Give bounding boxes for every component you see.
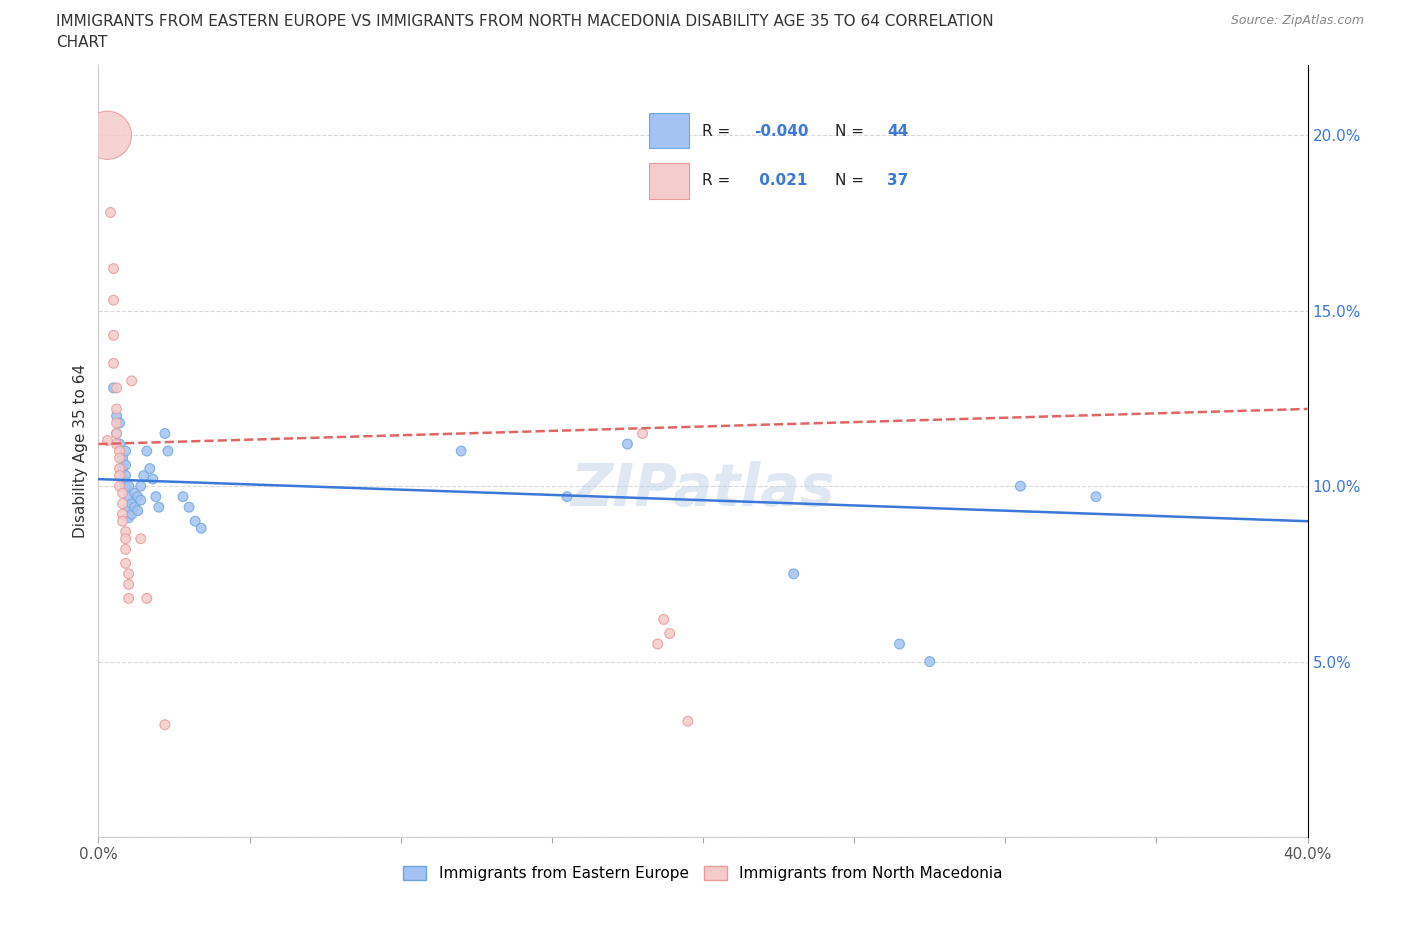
Point [103, 356, 125, 371]
Point [105, 416, 128, 431]
Point [114, 468, 136, 483]
Point [111, 461, 134, 476]
Point [103, 261, 125, 276]
Point [1010, 479, 1032, 494]
Point [118, 577, 141, 591]
Point [114, 479, 136, 494]
Point [127, 489, 149, 504]
Point [783, 566, 806, 581]
Point [616, 436, 638, 451]
Point [179, 499, 201, 514]
Point [889, 636, 911, 651]
Point [153, 426, 176, 441]
Point [631, 426, 654, 441]
Point [105, 380, 128, 395]
Text: N =: N = [835, 124, 869, 139]
Point [121, 497, 143, 512]
Text: ZIPatlas: ZIPatlas [571, 461, 835, 518]
Text: R =: R = [702, 124, 735, 139]
Point [108, 479, 131, 494]
Point [105, 436, 128, 451]
Point [124, 485, 146, 500]
Point [103, 293, 125, 308]
Point [118, 591, 141, 605]
Point [103, 328, 125, 343]
Text: CHART: CHART [56, 35, 108, 50]
Point [114, 525, 136, 539]
Point [139, 461, 162, 476]
Point [450, 444, 472, 458]
Point [105, 426, 128, 441]
Legend: Immigrants from Eastern Europe, Immigrants from North Macedonia: Immigrants from Eastern Europe, Immigran… [398, 860, 1008, 887]
Point [105, 402, 128, 417]
Point [114, 458, 136, 472]
Point [118, 511, 141, 525]
Point [118, 479, 141, 494]
Point [96, 127, 118, 142]
Point [124, 499, 146, 514]
Point [658, 626, 681, 641]
Point [129, 479, 152, 494]
Point [142, 472, 165, 486]
Point [108, 451, 131, 466]
Point [111, 507, 134, 522]
Point [132, 468, 155, 483]
Point [121, 374, 143, 389]
Text: 44: 44 [887, 124, 908, 139]
Point [156, 444, 179, 458]
Text: Source: ZipAtlas.com: Source: ZipAtlas.com [1230, 14, 1364, 27]
Point [105, 408, 128, 423]
Point [121, 507, 143, 522]
Point [118, 566, 141, 581]
Text: IMMIGRANTS FROM EASTERN EUROPE VS IMMIGRANTS FROM NORTH MACEDONIA DISABILITY AGE: IMMIGRANTS FROM EASTERN EUROPE VS IMMIGR… [56, 14, 994, 29]
Point [135, 444, 157, 458]
Point [184, 513, 207, 528]
Point [1085, 489, 1108, 504]
Point [145, 489, 167, 504]
Point [676, 714, 699, 729]
Point [555, 489, 578, 504]
Point [114, 531, 136, 546]
Point [111, 472, 134, 486]
Point [108, 461, 131, 476]
Point [114, 556, 136, 571]
Text: 0.021: 0.021 [754, 173, 807, 188]
Point [100, 205, 122, 219]
Point [172, 489, 194, 504]
Point [108, 444, 131, 458]
Point [129, 493, 152, 508]
Text: 37: 37 [887, 173, 908, 188]
Point [96, 433, 118, 448]
Point [108, 468, 131, 483]
Text: R =: R = [702, 173, 740, 188]
Point [129, 531, 152, 546]
Point [105, 426, 128, 441]
Point [108, 436, 131, 451]
Text: N =: N = [835, 173, 869, 188]
Point [647, 636, 669, 651]
Point [190, 521, 212, 536]
Point [111, 497, 134, 512]
Point [108, 416, 131, 431]
Point [111, 513, 134, 528]
Point [153, 717, 176, 732]
Point [118, 489, 141, 504]
Text: -0.040: -0.040 [754, 124, 808, 139]
Point [114, 542, 136, 557]
Point [111, 451, 134, 466]
Point [127, 503, 149, 518]
Y-axis label: Disability Age 35 to 64: Disability Age 35 to 64 [73, 364, 89, 538]
Point [111, 485, 134, 500]
Point [652, 612, 675, 627]
Point [135, 591, 157, 605]
Point [118, 499, 141, 514]
Point [148, 499, 170, 514]
Bar [650, 164, 689, 199]
Point [103, 380, 125, 395]
Bar [650, 113, 689, 148]
Point [918, 654, 941, 669]
Point [114, 444, 136, 458]
